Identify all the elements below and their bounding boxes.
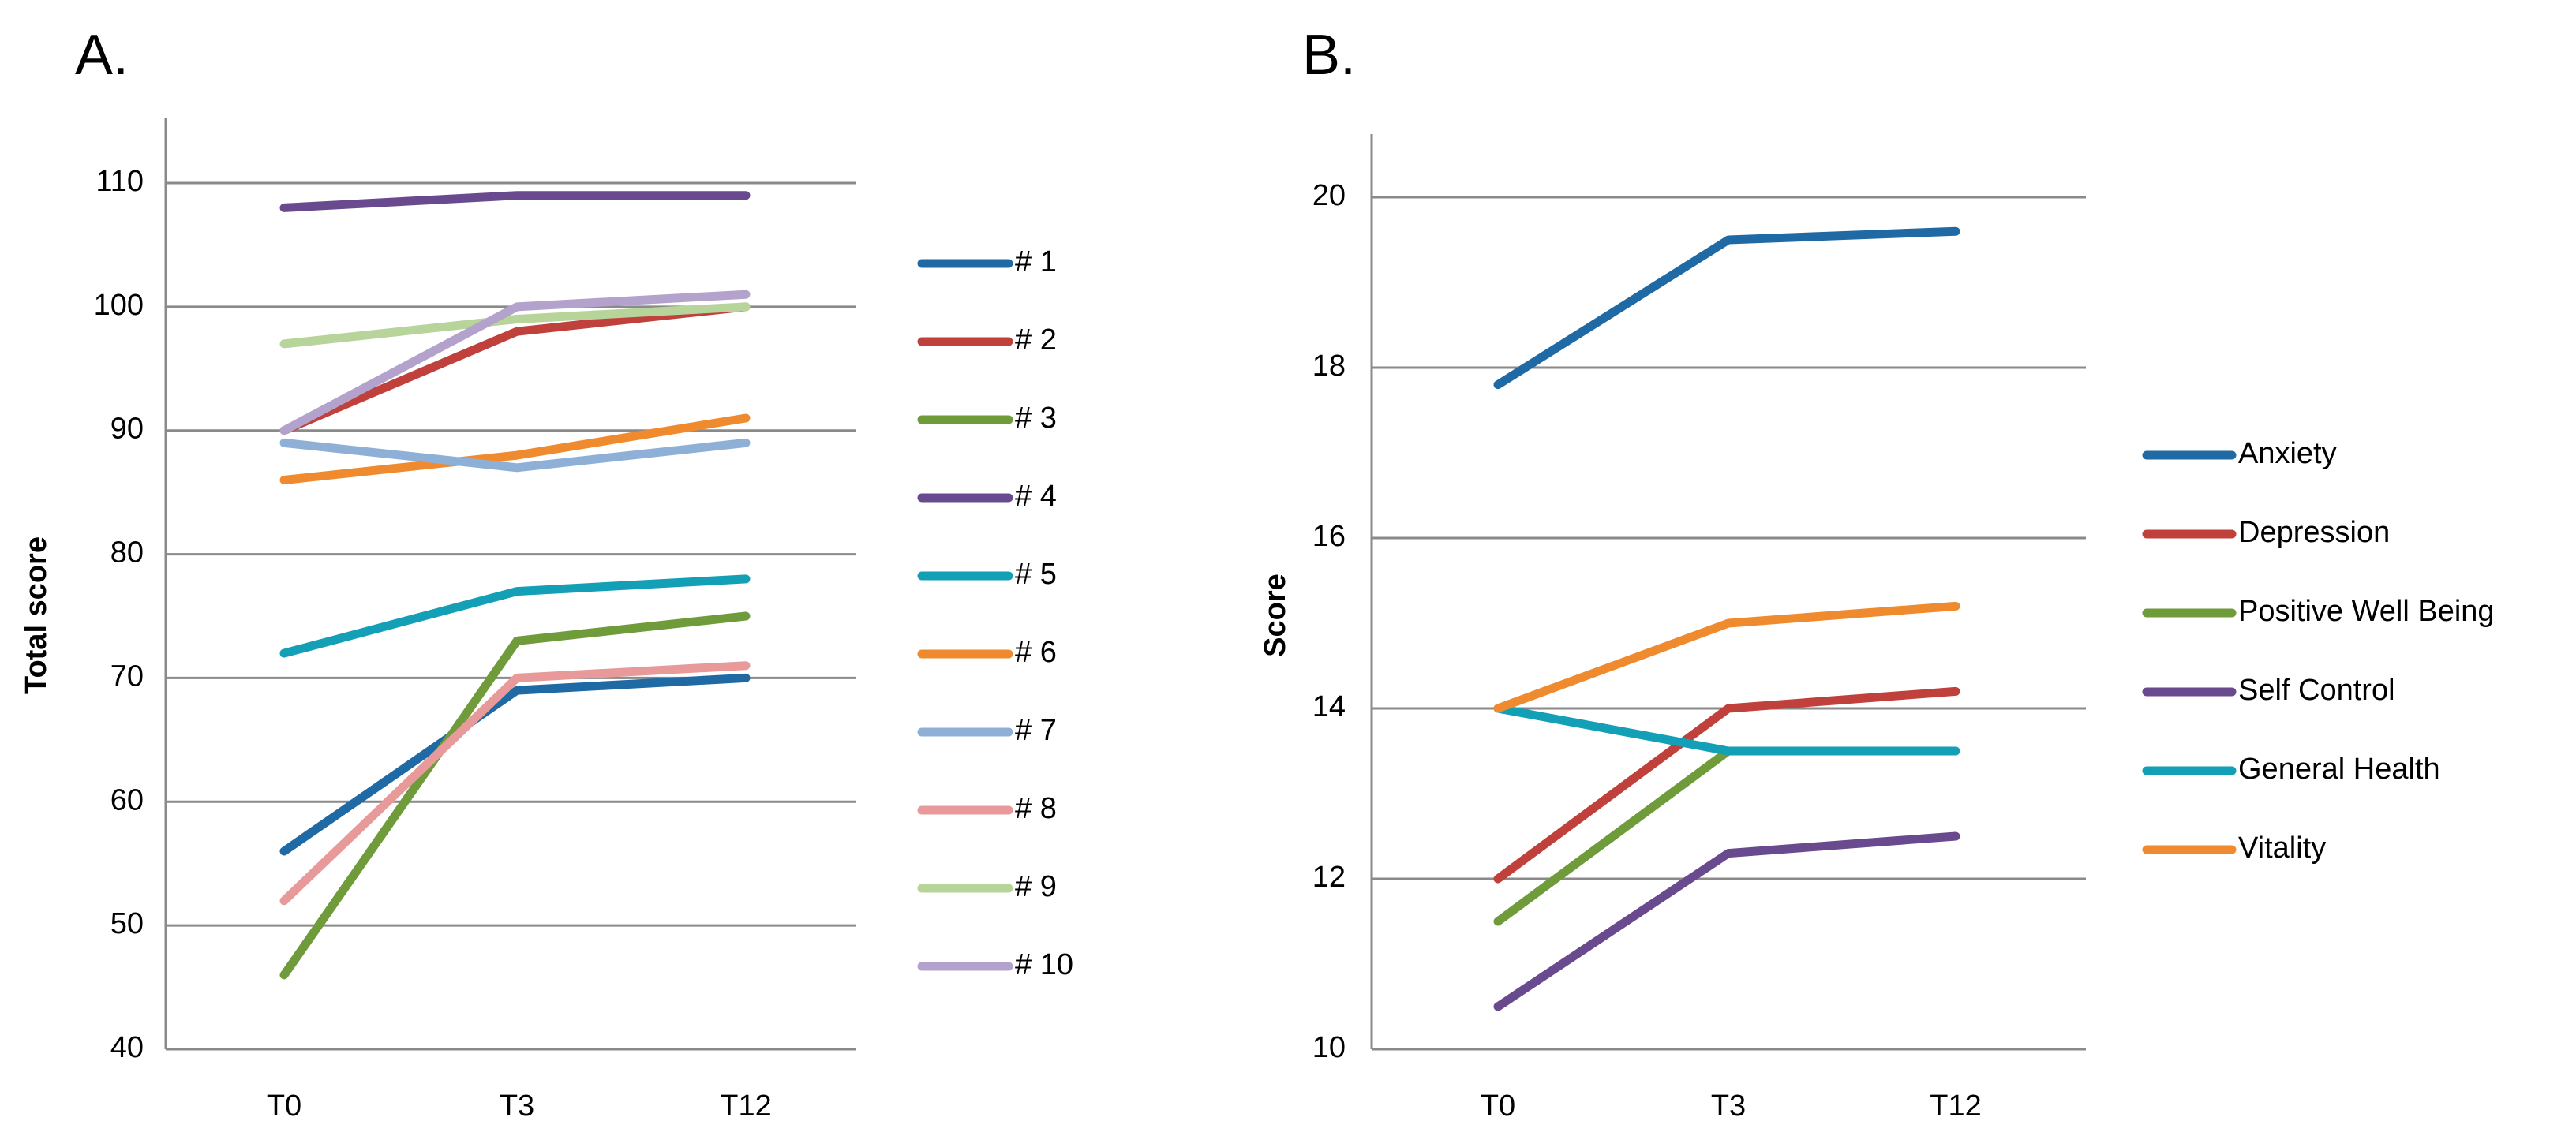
series-line-2 — [279, 302, 751, 435]
legend-label: # 10 — [1015, 948, 1073, 981]
y-tick-label: 100 — [94, 289, 144, 322]
x-tick-label: T3 — [1711, 1089, 1746, 1123]
series-line-10 — [279, 290, 751, 435]
series-line-2 — [1493, 686, 1960, 884]
x-tick-label: T3 — [500, 1089, 534, 1123]
series-line-3 — [1493, 746, 1733, 926]
chart-a: A. 40 50 60 70 80 90 100 110 T0 T3 T12 Total score # … — [20, 24, 1073, 1123]
series-line-8 — [279, 661, 751, 906]
x-tick-label: T12 — [720, 1089, 771, 1123]
y-tick-label: 80 — [110, 536, 144, 570]
legend-label: # 6 — [1015, 636, 1057, 669]
legend-label: # 1 — [1015, 245, 1057, 278]
series-line-1 — [279, 673, 751, 856]
y-tick-label: 40 — [110, 1031, 144, 1064]
series-line-4 — [1493, 831, 1960, 1011]
y-tick-label: 90 — [110, 413, 144, 446]
legend-label: # 4 — [1015, 480, 1057, 513]
legend-label: Depression — [2238, 516, 2390, 549]
series-line-5 — [279, 574, 751, 658]
y-tick-label: 14 — [1312, 690, 1346, 723]
y-tick-label: 10 — [1312, 1031, 1346, 1064]
series-line-1 — [1493, 226, 1960, 390]
y-axis-label: Score — [1259, 574, 1292, 657]
y-tick-label: 16 — [1312, 520, 1346, 553]
series-line-7 — [279, 438, 751, 473]
series-line-4 — [279, 191, 751, 212]
x-tick-label: T0 — [1481, 1089, 1515, 1123]
y-tick-label: 20 — [1312, 179, 1346, 212]
chart-b: B. 10 12 14 16 18 20 T0 T3 T12 Score Anxiety Depress… — [1259, 24, 2495, 1123]
y-tick-label: 18 — [1312, 349, 1346, 383]
series-line-3 — [279, 611, 751, 980]
legend-label: Self Control — [2238, 674, 2395, 707]
y-tick-label: 110 — [95, 165, 144, 198]
series-line-6 — [1493, 601, 1960, 713]
y-tick-label: 50 — [110, 907, 144, 940]
legend-label: # 8 — [1015, 792, 1057, 825]
legend-label: Positive Well Being — [2238, 595, 2495, 628]
x-tick-label: T12 — [1930, 1089, 1981, 1123]
legend-label: # 9 — [1015, 870, 1057, 903]
x-tick-label: T0 — [267, 1089, 301, 1123]
series-line-5 — [1493, 704, 1960, 756]
y-tick-label: 12 — [1312, 861, 1346, 894]
legend-label: Anxiety — [2238, 437, 2337, 470]
series-line-6 — [279, 413, 751, 484]
legend-label: Vitality — [2238, 831, 2326, 865]
legend-label: # 3 — [1015, 402, 1057, 435]
legend-label: # 5 — [1015, 558, 1057, 591]
y-axis-label: Total score — [20, 536, 53, 694]
legend-label: # 7 — [1015, 714, 1057, 747]
legend-label: # 2 — [1015, 323, 1057, 357]
panel-label: A. — [75, 24, 129, 87]
legend-label: General Health — [2238, 753, 2440, 786]
series-line-9 — [279, 302, 751, 349]
panel-label: B. — [1302, 24, 1356, 87]
y-tick-label: 60 — [110, 783, 144, 816]
y-tick-label: 70 — [110, 660, 144, 693]
